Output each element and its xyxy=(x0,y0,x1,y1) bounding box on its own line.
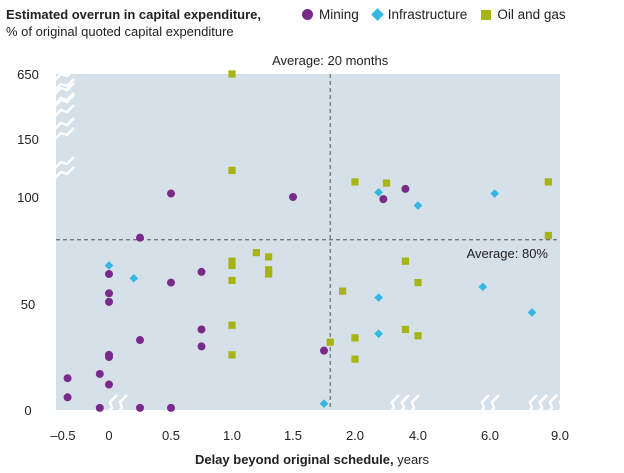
axis-break-mark xyxy=(544,394,568,416)
axis-break-mark xyxy=(104,394,128,416)
legend-swatch-oil-gas xyxy=(481,9,492,20)
point-mining xyxy=(197,325,206,334)
point-oil-and-gas xyxy=(544,178,552,186)
point-infrastructure xyxy=(478,282,488,292)
point-infrastructure xyxy=(374,329,383,338)
point-infrastructure xyxy=(527,308,537,317)
point-oil-and-gas xyxy=(228,261,236,270)
x-axis-title: Delay beyond original schedule, years xyxy=(194,452,430,467)
point-mining xyxy=(63,374,72,383)
legend: Mining Infrastructure Oil and gas xyxy=(302,6,580,23)
point-oil-and-gas xyxy=(326,338,334,346)
point-mining xyxy=(167,278,175,287)
point-oil-and-gas xyxy=(228,351,236,359)
chart-subtitle: % of original quoted capital expenditure xyxy=(6,24,234,39)
x-tick-label: 6.0 xyxy=(481,428,499,443)
x-tick-label: 0 xyxy=(105,428,112,443)
x-tick-label: 2.0 xyxy=(346,428,364,443)
point-mining xyxy=(95,403,104,412)
legend-item-mining: Mining xyxy=(302,6,359,23)
point-oil-and-gas xyxy=(339,287,347,295)
point-infrastructure xyxy=(374,293,383,302)
axis-break-mark xyxy=(53,94,75,118)
point-oil-and-gas xyxy=(401,257,409,265)
point-oil-and-gas xyxy=(228,70,236,78)
x-tick-label: 9.0 xyxy=(551,428,569,443)
x-axis-ticks: –0.5 0 0.5 1.0 1.5 2.0 4.0 6.0 9.0 xyxy=(50,428,569,443)
x-tick-label: 4.0 xyxy=(409,428,427,443)
point-oil-and-gas xyxy=(351,355,359,363)
point-mining xyxy=(136,336,144,345)
y-tick-label: 150 xyxy=(17,132,39,147)
x-tick-label: 1.0 xyxy=(223,428,241,443)
point-mining xyxy=(95,369,104,378)
axis-break-mark xyxy=(53,68,75,92)
axis-break-mark xyxy=(53,117,75,141)
point-mining xyxy=(167,403,175,412)
y-tick-label: 650 xyxy=(17,67,39,82)
y-tick-label: 0 xyxy=(24,403,31,418)
point-mining xyxy=(379,195,388,204)
y-tick-label: 50 xyxy=(21,297,35,312)
point-oil-and-gas xyxy=(401,325,409,334)
legend-swatch-mining xyxy=(302,9,313,20)
data-points xyxy=(63,70,552,412)
point-oil-and-gas xyxy=(414,279,422,287)
y-tick-label: 100 xyxy=(17,190,39,205)
legend-item-infrastructure: Infrastructure xyxy=(370,6,468,23)
point-oil-and-gas xyxy=(228,257,236,265)
axis-break-mark xyxy=(53,156,75,180)
point-oil-and-gas xyxy=(351,334,359,342)
point-oil-and-gas xyxy=(265,266,273,274)
point-oil-and-gas xyxy=(382,179,391,187)
point-mining xyxy=(105,380,113,389)
point-oil-and-gas xyxy=(228,321,236,329)
point-mining xyxy=(136,233,144,242)
point-infrastructure xyxy=(129,274,139,283)
point-mining xyxy=(136,403,144,412)
legend-label-oil-gas: Oil and gas xyxy=(497,7,566,22)
axis-breaks xyxy=(53,68,568,416)
axis-break-mark xyxy=(396,394,420,416)
point-mining xyxy=(197,267,206,276)
x-tick-label: 0.5 xyxy=(162,428,180,443)
point-oil-and-gas xyxy=(228,276,236,285)
legend-item-oil-gas: Oil and gas xyxy=(481,6,566,23)
plot-area xyxy=(56,74,560,410)
x-tick-label: –0.5 xyxy=(50,428,75,443)
point-mining xyxy=(105,270,113,279)
point-mining xyxy=(320,346,328,355)
point-oil-and-gas xyxy=(414,332,422,340)
point-infrastructure xyxy=(413,201,423,210)
point-mining xyxy=(167,189,175,198)
point-mining xyxy=(105,289,113,298)
point-infrastructure xyxy=(319,399,329,408)
point-oil-and-gas xyxy=(351,178,359,186)
point-infrastructure xyxy=(104,261,114,270)
point-oil-and-gas xyxy=(265,270,273,278)
point-mining xyxy=(105,297,113,306)
point-mining xyxy=(197,342,206,351)
point-oil-and-gas xyxy=(252,249,260,257)
point-mining xyxy=(105,353,113,361)
legend-label-infrastructure: Infrastructure xyxy=(387,7,468,22)
point-mining xyxy=(63,393,72,402)
point-mining xyxy=(289,193,297,201)
axis-break-mark xyxy=(476,394,500,416)
point-oil-and-gas xyxy=(228,166,236,174)
axis-break-mark xyxy=(53,82,75,106)
point-oil-and-gas xyxy=(544,231,552,240)
legend-label-mining: Mining xyxy=(319,7,359,22)
point-infrastructure xyxy=(490,189,499,198)
average-delay-label: Average: 20 months xyxy=(272,53,389,68)
average-overrun-label: Average: 80% xyxy=(467,246,549,261)
point-infrastructure xyxy=(374,188,383,197)
x-tick-label: 1.5 xyxy=(284,428,302,443)
y-axis-ticks: 0 50 100 150 650 xyxy=(17,67,39,418)
point-mining xyxy=(401,184,410,193)
chart-title: Estimated overrun in capital expenditure… xyxy=(6,7,262,22)
point-oil-and-gas xyxy=(265,253,273,261)
